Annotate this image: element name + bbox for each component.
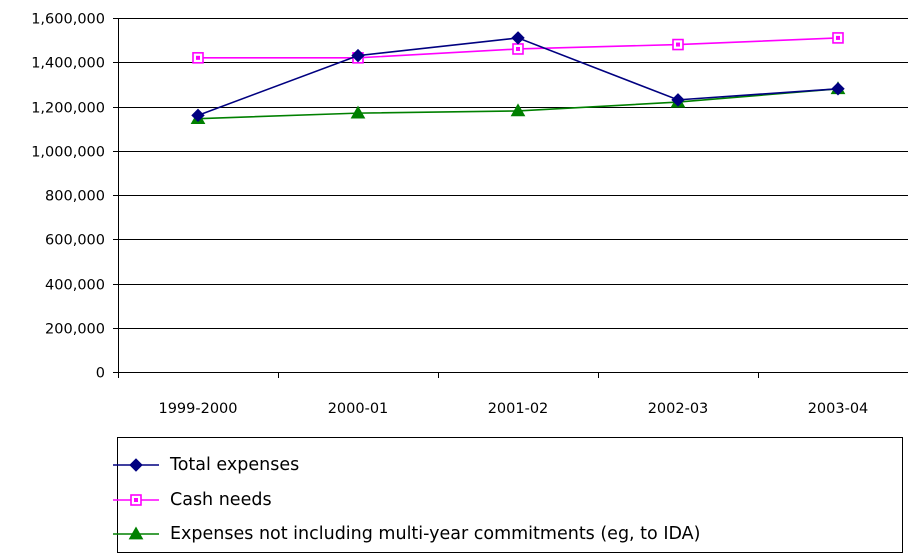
x-tick-label: 2001-02 [488, 401, 549, 417]
legend-label: Cash needs [170, 490, 272, 510]
gridlines [118, 18, 908, 329]
data-point [351, 48, 365, 63]
x-axis-tick-labels: 1999-2000 2000-01 2001-02 2002-03 2003-04 [158, 401, 868, 417]
square-marker-center [676, 42, 680, 47]
y-tick-label: 800,000 [45, 189, 105, 205]
diamond-marker-icon [113, 458, 159, 472]
series-lines [190, 31, 846, 125]
x-tick-label: 1999-2000 [158, 401, 237, 417]
data-point [350, 105, 366, 119]
square-marker-center [196, 55, 200, 60]
y-tick-label: 400,000 [45, 278, 105, 294]
data-point [511, 31, 525, 45]
y-tick-label: 1,400,000 [31, 56, 105, 72]
y-tick-label: 1,600,000 [31, 12, 105, 28]
square-marker-icon [113, 494, 159, 506]
data-point [191, 108, 205, 123]
data-point [192, 52, 204, 64]
data-point [510, 103, 526, 117]
x-tick-label: 2000-01 [328, 401, 389, 417]
square-marker-center [516, 46, 520, 51]
axes [113, 18, 908, 378]
y-axis-tick-labels: 0 200,000 400,000 600,000 800,000 1,000,000 1,… [31, 12, 105, 382]
legend-marker [130, 494, 142, 506]
data-point [671, 93, 685, 107]
legend-marker [129, 458, 143, 472]
data-point [832, 32, 844, 44]
data-point [512, 43, 524, 55]
y-tick-label: 1,200,000 [31, 101, 105, 117]
square-marker-center [836, 35, 840, 40]
legend: Total expenses Cash needs Expenses not i… [113, 437, 903, 553]
y-tick-label: 0 [96, 366, 105, 382]
data-point [672, 38, 684, 51]
y-tick-label: 600,000 [45, 233, 105, 249]
legend-label: Expenses not including multi-year commit… [170, 524, 701, 544]
legend-marker [128, 526, 144, 540]
square-marker-center [134, 498, 138, 502]
x-tick-label: 2002-03 [648, 401, 709, 417]
legend-label: Total expenses [170, 455, 300, 475]
line-chart: 0 200,000 400,000 600,000 800,000 1,000,000 1,… [31, 12, 908, 417]
y-tick-label: 200,000 [45, 322, 105, 338]
series-2 [190, 81, 846, 125]
y-tick-label: 1,000,000 [31, 145, 105, 161]
triangle-marker-icon [113, 526, 159, 540]
series-0 [191, 31, 845, 123]
x-tick-label: 2003-04 [808, 401, 869, 417]
data-point [831, 82, 845, 96]
